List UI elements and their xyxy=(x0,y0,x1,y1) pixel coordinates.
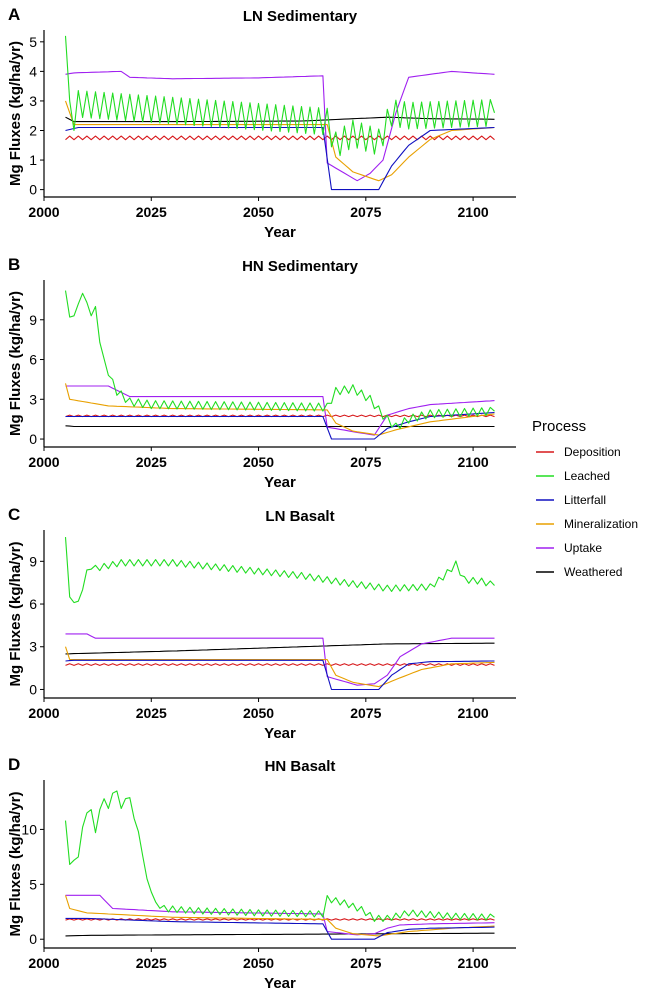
x-tick-label: 2025 xyxy=(136,204,167,220)
y-tick-label: 1 xyxy=(29,152,37,168)
series-line-leached xyxy=(64,537,495,604)
series-line-litterfall xyxy=(65,126,495,191)
series-line-weathered xyxy=(65,116,495,123)
legend: Process Deposition Leached Litterfall Minera… xyxy=(532,418,638,579)
panel-letter: B xyxy=(8,255,20,274)
legend-item: Deposition xyxy=(536,445,621,459)
x-tick-label: 2050 xyxy=(243,955,274,971)
series-line-uptake xyxy=(65,70,495,182)
chart-panel-a: A LN Sedimentary 0 1 2 3 4 5 2000 2025 2050 2075 210… xyxy=(7,5,516,241)
y-tick-label: 5 xyxy=(29,876,37,892)
legend-item: Leached xyxy=(536,469,610,483)
y-tick-label: 0 xyxy=(29,182,37,198)
series-line-litterfall xyxy=(65,917,495,940)
x-tick-label: 2100 xyxy=(458,204,489,220)
x-tick-label: 2050 xyxy=(243,705,274,721)
y-tick-label: 6 xyxy=(29,352,37,368)
y-axis-title: Mg Fluxes (kg/ha/yr) xyxy=(7,41,24,186)
series-line-deposition xyxy=(65,663,495,666)
x-tick-label: 2050 xyxy=(243,454,274,470)
x-tick-label: 2075 xyxy=(350,705,381,721)
y-tick-label: 4 xyxy=(29,63,37,79)
y-axis-title: Mg Fluxes (kg/ha/yr) xyxy=(7,791,24,936)
panel-letter: D xyxy=(8,755,20,774)
x-axis-title: Year xyxy=(264,975,296,992)
series-line-litterfall xyxy=(65,411,495,440)
series-line-mineralization xyxy=(64,383,495,436)
y-tick-label: 3 xyxy=(29,93,37,109)
series-line-litterfall xyxy=(65,659,495,691)
chart-panel-b: B HN Sedimentary 0 3 6 9 2000 2025 2050 2075 2100 Y… xyxy=(7,255,516,491)
x-tick-label: 2100 xyxy=(458,705,489,721)
y-tick-label: 10 xyxy=(21,821,37,837)
legend-item: Litterfall xyxy=(536,493,606,507)
x-axis-title: Year xyxy=(264,474,296,491)
x-tick-label: 2000 xyxy=(28,705,59,721)
x-tick-label: 2075 xyxy=(350,204,381,220)
y-tick-label: 3 xyxy=(29,391,37,407)
x-tick-label: 2100 xyxy=(458,955,489,971)
y-tick-label: 0 xyxy=(29,681,37,697)
legend-item: Weathered xyxy=(536,565,622,579)
series-line-mineralization xyxy=(64,646,495,688)
series-line-mineralization xyxy=(64,100,495,182)
panels: A LN Sedimentary 0 1 2 3 4 5 2000 2025 2050 2075 210… xyxy=(7,5,516,992)
x-tick-label: 2025 xyxy=(136,454,167,470)
legend-label: Leached xyxy=(564,469,610,483)
y-axis-title: Mg Fluxes (kg/ha/yr) xyxy=(7,541,24,686)
y-tick-label: 0 xyxy=(29,931,37,947)
x-tick-label: 2100 xyxy=(458,454,489,470)
legend-label: Uptake xyxy=(564,541,602,555)
x-tick-label: 2075 xyxy=(350,955,381,971)
legend-label: Mineralization xyxy=(564,517,638,531)
series-line-leached xyxy=(64,290,495,429)
series-line-weathered xyxy=(65,642,495,655)
series-line-uptake xyxy=(65,894,495,936)
series-line-uptake xyxy=(65,385,495,436)
legend-label: Litterfall xyxy=(564,493,606,507)
legend-title: Process xyxy=(532,418,586,435)
x-axis-title: Year xyxy=(264,224,296,241)
y-tick-label: 5 xyxy=(29,34,37,50)
panel-letter: C xyxy=(8,505,20,524)
x-tick-label: 2025 xyxy=(136,955,167,971)
chart-title: HN Basalt xyxy=(265,758,336,775)
series-line-deposition xyxy=(65,918,495,921)
chart-panel-d: D HN Basalt 0 5 10 2000 2025 2050 2075 2100 Year Mg… xyxy=(7,755,516,992)
legend-item: Mineralization xyxy=(536,517,638,531)
series-line-uptake xyxy=(65,633,495,686)
y-tick-label: 3 xyxy=(29,639,37,655)
x-tick-label: 2075 xyxy=(350,454,381,470)
legend-label: Weathered xyxy=(564,565,622,579)
series-line-leached xyxy=(64,790,495,922)
y-axis-title: Mg Fluxes (kg/ha/yr) xyxy=(7,291,24,436)
series-line-weathered xyxy=(65,425,495,428)
y-tick-label: 0 xyxy=(29,431,37,447)
chart-panel-c: C LN Basalt 0 3 6 9 2000 2025 2050 2075 2100 Year Mg… xyxy=(7,505,516,742)
series-line-mineralization xyxy=(64,895,495,937)
series-line-deposition xyxy=(65,135,495,141)
chart-title: LN Basalt xyxy=(265,508,334,525)
y-tick-label: 6 xyxy=(29,596,37,612)
y-tick-label: 2 xyxy=(29,122,37,138)
x-tick-label: 2025 xyxy=(136,705,167,721)
x-tick-label: 2000 xyxy=(28,454,59,470)
legend-item: Uptake xyxy=(536,541,602,555)
chart-title: HN Sedimentary xyxy=(242,258,359,275)
x-tick-label: 2000 xyxy=(28,204,59,220)
x-tick-label: 2050 xyxy=(243,204,274,220)
series-line-weathered xyxy=(65,932,495,937)
panel-letter: A xyxy=(8,5,20,24)
y-tick-label: 9 xyxy=(29,553,37,569)
legend-label: Deposition xyxy=(564,445,621,459)
x-tick-label: 2000 xyxy=(28,955,59,971)
chart-title: LN Sedimentary xyxy=(243,8,358,25)
x-axis-title: Year xyxy=(264,725,296,742)
series-line-leached xyxy=(64,35,496,157)
y-tick-label: 9 xyxy=(29,312,37,328)
